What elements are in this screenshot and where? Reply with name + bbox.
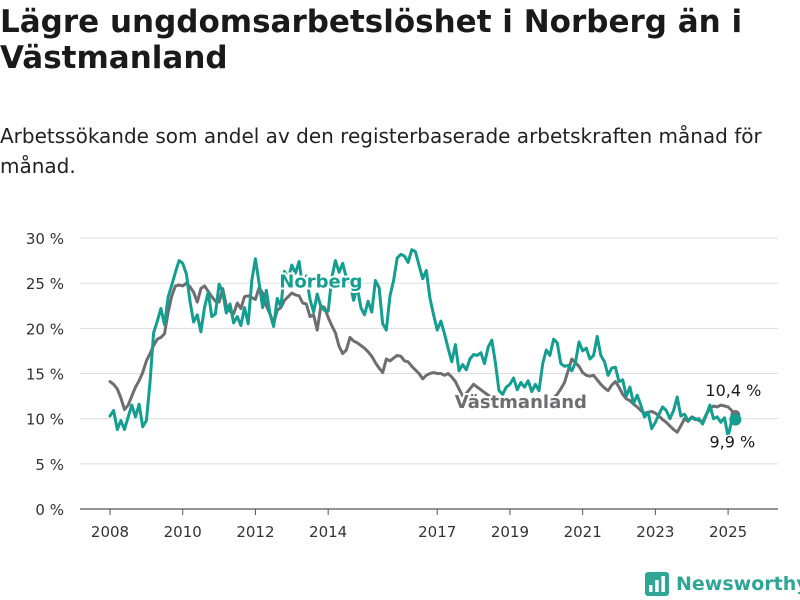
series-label-norberg: Norberg (279, 272, 362, 293)
end-value-label-norberg: 9,9 % (709, 433, 755, 452)
series-label-vastmanland: Västmanland (455, 392, 587, 413)
line-chart: 0 % 5 % 10 % 15 % 20 % 25 % 30 % 2008 2010 2012 20… (26, 230, 778, 541)
x-tick-label: 2023 (636, 523, 674, 541)
y-tick-label: 25 % (26, 275, 64, 293)
x-tick-label: 2008 (91, 523, 129, 541)
line-layer (108, 248, 742, 439)
y-tick-label: 20 % (26, 320, 64, 338)
x-tick-label: 2021 (564, 523, 602, 541)
x-tick-label: 2025 (709, 523, 747, 541)
x-tick-label: 2010 (164, 523, 202, 541)
y-tick-label: 15 % (26, 366, 64, 384)
y-tick-label: 10 % (26, 411, 64, 429)
brand: Newsworthy (645, 569, 800, 599)
brand-name: Newsworthy (676, 573, 800, 595)
x-tick-label: 2014 (309, 523, 347, 541)
y-tick-label: 0 % (35, 501, 64, 519)
series-line-vastmanland (108, 281, 494, 412)
bar-chart-logo-icon (645, 572, 669, 596)
series-line-norberg (108, 248, 737, 439)
y-tick-label: 5 % (35, 456, 64, 474)
label-layer: 0 % 5 % 10 % 15 % 20 % 25 % 30 % 2008 2010 2012 20… (26, 230, 763, 541)
end-value-label-vastmanland: 10,4 % (705, 381, 761, 400)
x-tick-label: 2019 (491, 523, 529, 541)
end-point-norberg (729, 413, 742, 426)
x-tick-label: 2017 (418, 523, 456, 541)
y-tick-label: 30 % (26, 230, 64, 248)
chart-title: Lägre ungdomsarbetslöshet i Norberg än i… (0, 4, 743, 76)
chart-subtitle: Arbetssökande som andel av den registerb… (0, 124, 762, 178)
x-tick-label: 2012 (236, 523, 274, 541)
